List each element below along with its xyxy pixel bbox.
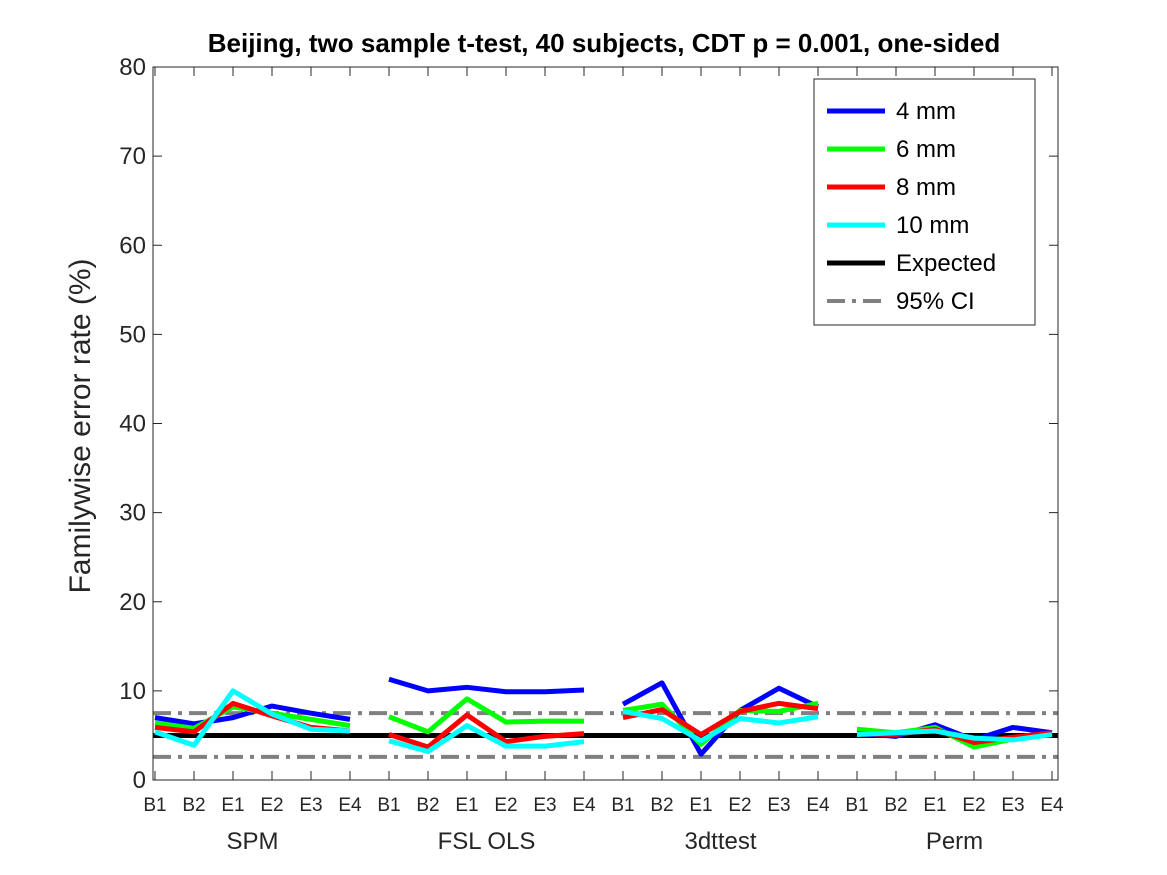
y-tick-label: 10: [119, 678, 146, 705]
x-tick-label: E1: [455, 795, 478, 816]
x-tick-label: B2: [416, 795, 439, 816]
series-10-mm: [154, 688, 1053, 754]
y-tick-label: 70: [119, 143, 146, 170]
legend-box: [813, 78, 1036, 326]
x-tick-label: B2: [884, 795, 907, 816]
group-label: Perm: [926, 828, 983, 855]
x-tick-label: E4: [572, 795, 596, 816]
chart-title: Beijing, two sample t-test, 40 subjects,…: [208, 28, 1000, 58]
legend: 4 mm 6 mm 8 mm 10 mm Expected 95% CI: [813, 78, 1036, 326]
y-tick-label: 40: [119, 411, 146, 438]
group-label: 3dttest: [684, 828, 756, 855]
x-tick-label: B1: [377, 795, 400, 816]
x-tick-label: E3: [299, 795, 322, 816]
series-line-segment: [388, 723, 585, 754]
legend-label: Expected: [896, 250, 996, 277]
x-tick-label: B2: [182, 795, 205, 816]
series-line-segment: [622, 708, 819, 744]
legend-label: 4 mm: [896, 98, 956, 125]
x-tick-label: B2: [650, 795, 673, 816]
x-tick-label: E1: [221, 795, 244, 816]
y-tick-label: 0: [133, 767, 146, 794]
y-tick-label: 50: [119, 321, 146, 348]
x-tick-label: E1: [689, 795, 712, 816]
x-tick-label: E2: [728, 795, 751, 816]
y-tick-label: 80: [119, 54, 146, 81]
series-line-segment: [154, 688, 351, 748]
x-tick-label: E4: [338, 795, 362, 816]
x-tick-label: B1: [611, 795, 634, 816]
x-tick-label: E2: [494, 795, 517, 816]
series-line-segment: [388, 676, 585, 695]
series-line-segment: [388, 696, 584, 735]
x-tick-label: E2: [260, 795, 283, 816]
y-axis-label: Familywise error rate (%): [64, 258, 97, 593]
group-label: SPM: [226, 828, 278, 855]
x-tick-label: E4: [1040, 795, 1064, 816]
x-tick-label: E4: [806, 795, 830, 816]
series-line-segment: [856, 728, 1053, 743]
x-tick-label: B1: [143, 795, 166, 816]
group-label: FSL OLS: [438, 828, 536, 855]
series-line-segment: [388, 712, 585, 750]
legend-label: 8 mm: [896, 174, 956, 201]
y-axis-ticks: 0 10 20 30 40 50 60 70 80: [119, 54, 1058, 794]
x-axis-ticks: B1 B2 E1 E2 E3 E4 B1 B2 E1 E2 E3 E4 B1 B2 E1 E2 E3 E4 B1 B2…: [143, 67, 1064, 816]
x-tick-label: E1: [923, 795, 946, 816]
group-labels: SPM FSL OLS 3dttest Perm: [226, 828, 983, 855]
x-tick-label: E2: [962, 795, 985, 816]
series-line-segment: [622, 700, 819, 738]
y-tick-label: 20: [119, 589, 146, 616]
x-tick-label: E3: [767, 795, 790, 816]
legend-label: 6 mm: [896, 136, 956, 163]
x-tick-label: E3: [533, 795, 556, 816]
x-tick-label: B1: [845, 795, 868, 816]
x-tick-label: E3: [1001, 795, 1024, 816]
legend-label: 10 mm: [896, 212, 969, 239]
y-tick-label: 60: [119, 232, 146, 259]
legend-label: 95% CI: [896, 288, 975, 315]
y-tick-label: 30: [119, 500, 146, 527]
data-series: [154, 676, 1053, 757]
